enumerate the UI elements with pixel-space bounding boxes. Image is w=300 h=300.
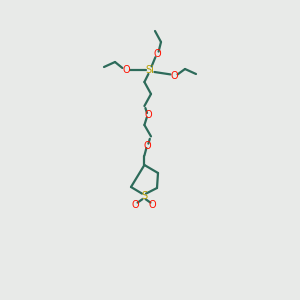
Text: O: O [144,110,152,120]
Text: O: O [144,141,152,151]
Text: O: O [170,71,178,81]
Text: O: O [148,200,156,210]
Text: S: S [141,191,147,201]
Text: O: O [153,49,161,59]
Text: O: O [122,65,130,75]
Text: Si: Si [146,65,154,75]
Text: O: O [132,200,140,210]
